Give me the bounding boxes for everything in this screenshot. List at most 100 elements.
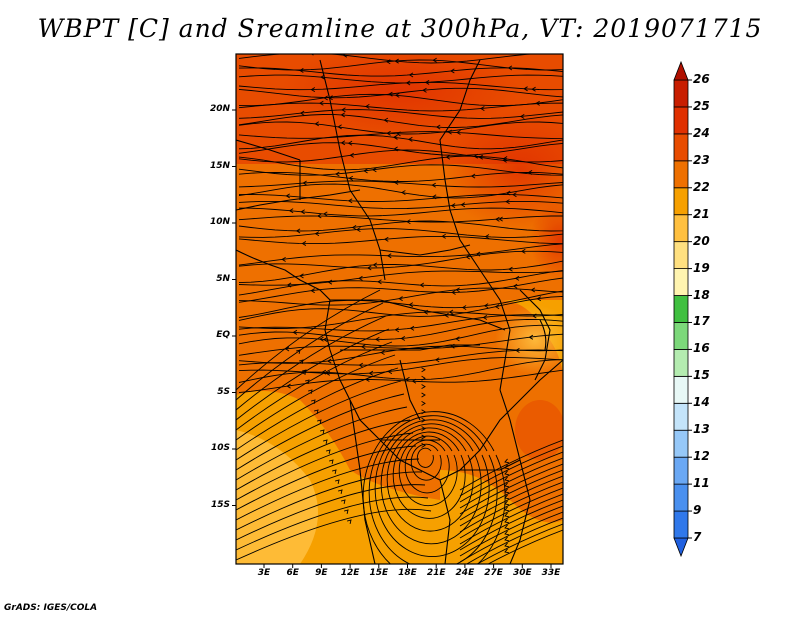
streamline-arrow [447,129,452,135]
colorbar-label: 18 [693,287,710,302]
lat-label: 10N [209,217,230,227]
colorbar-label: 16 [693,341,710,356]
streamline-arrow [478,154,483,160]
streamline-arrow [465,254,471,260]
streamline [459,439,563,491]
streamline-arrow [384,236,389,242]
streamline [236,380,402,461]
colorbar-segment [673,268,689,296]
streamline-arrow [347,140,353,146]
colorbar-label: 12 [693,449,710,464]
streamline-arrow [451,289,456,295]
streamline [398,435,458,507]
streamline-arrow [504,548,510,554]
streamline-arrow [482,315,488,320]
streamline-arrow [409,325,415,331]
streamline-arrow [299,68,304,73]
streamline [238,324,563,347]
streamline [238,310,563,329]
streamline [238,269,563,296]
streamline-arrow [375,336,380,342]
streamline [238,142,563,156]
streamline [236,419,411,491]
streamline [459,511,563,563]
streamline-arrow [322,337,328,342]
lon-label: 33E [541,568,561,578]
lon-label: 18E [398,568,417,578]
streamline-arrow [344,509,349,514]
streamline-arrow [380,350,385,355]
streamline-arrow [512,192,517,198]
streamline-arrow [323,95,328,101]
streamline [238,369,563,394]
streamline-arrow [337,124,342,130]
streamline [236,341,393,431]
streamline-arrow [448,309,454,315]
streamline-arrow [340,140,346,146]
streamline-arrow [508,266,513,272]
streamline-arrow [504,536,510,542]
streamline-arrow [335,171,340,177]
streamline-arrow [286,383,291,389]
streamline-arrow [335,479,340,484]
colorbar-segment [673,375,689,404]
map-frame [235,53,564,565]
streamline-arrow [535,100,540,106]
streamline-arrow [435,124,441,130]
streamline [236,471,423,531]
streamline [459,451,563,503]
lat-label: 20N [209,104,230,114]
streamline-arrow [299,110,305,116]
streamline-arrow [383,117,389,123]
streamline [238,287,563,306]
streamline-arrow [504,494,510,500]
streamline-arrow [504,506,510,512]
streamline-arrow [301,370,306,375]
streamline [459,493,563,545]
streamline-arrow [400,335,406,341]
streamline [236,393,405,471]
streamline-arrow [455,287,460,293]
streamline-arrow [366,265,372,271]
streamline-arrow [431,182,436,188]
lon-label: 6E [286,568,299,578]
streamline-arrow [504,482,510,488]
streamline [238,171,563,182]
streamline [476,523,563,564]
streamline-arrow [445,154,451,160]
colorbar-label: 20 [693,233,710,248]
streamline-arrow [498,216,503,222]
streamline-arrow [504,512,510,518]
streamline [238,155,563,171]
streamline-arrow [515,347,520,353]
streamline-arrow [365,104,370,109]
streamline-arrow [351,225,357,230]
lat-label: 15S [210,499,230,510]
streamline [238,235,563,245]
streamline-arrow [421,434,426,440]
streamline-arrow [450,68,455,74]
streamline [465,517,563,564]
streamline [459,469,563,521]
streamline-arrow [299,273,304,279]
colorbar-label: 11 [693,476,710,491]
colorbar-segment [673,456,689,485]
streamline-arrow [434,357,440,363]
streamline-arrow [495,216,500,222]
streamline [459,505,563,557]
streamline-arrow [450,203,456,209]
streamline [236,458,420,521]
colorbar-max-arrow [673,60,689,81]
streamline-arrow [329,459,334,464]
lon-label: 9E [315,568,328,578]
streamline [238,87,563,99]
streamline-arrow [317,419,322,424]
streamline-arrow [388,91,393,97]
streamline-arrow [480,106,485,111]
lat-label: EQ [216,330,230,340]
colorbar-label: 25 [693,98,710,113]
streamline [459,445,563,497]
streamline-arrow [358,275,363,281]
colorbar-label: 22 [693,179,710,194]
